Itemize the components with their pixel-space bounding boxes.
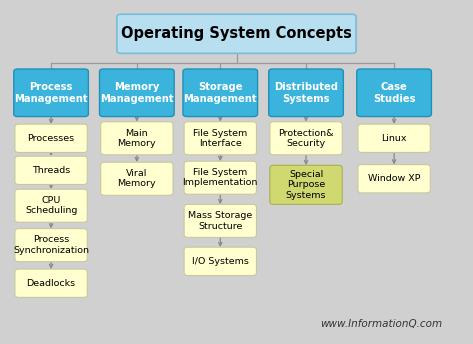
Text: Special
Purpose
Systems: Special Purpose Systems <box>286 170 326 200</box>
Text: Main
Memory: Main Memory <box>117 129 156 148</box>
Text: Distributed
Systems: Distributed Systems <box>274 82 338 104</box>
FancyBboxPatch shape <box>15 269 87 298</box>
Text: File System
Implementation: File System Implementation <box>183 168 258 187</box>
Text: Memory
Management: Memory Management <box>100 82 174 104</box>
FancyBboxPatch shape <box>14 69 88 117</box>
Text: Process
Synchronization: Process Synchronization <box>13 235 89 255</box>
FancyBboxPatch shape <box>183 69 258 117</box>
FancyBboxPatch shape <box>101 122 173 155</box>
Text: Processes: Processes <box>27 134 75 143</box>
FancyBboxPatch shape <box>101 162 173 195</box>
FancyBboxPatch shape <box>358 164 430 193</box>
Text: Linux: Linux <box>381 134 407 143</box>
Text: I/O Systems: I/O Systems <box>192 257 249 266</box>
FancyBboxPatch shape <box>15 156 87 184</box>
Text: Process
Management: Process Management <box>14 82 88 104</box>
FancyBboxPatch shape <box>15 229 87 262</box>
Text: Storage
Management: Storage Management <box>184 82 257 104</box>
FancyBboxPatch shape <box>184 161 256 194</box>
FancyBboxPatch shape <box>15 124 87 152</box>
FancyBboxPatch shape <box>358 124 430 152</box>
Text: Operating System Concepts: Operating System Concepts <box>121 26 352 41</box>
FancyBboxPatch shape <box>15 189 87 222</box>
Text: Case
Studies: Case Studies <box>373 82 415 104</box>
FancyBboxPatch shape <box>269 69 343 117</box>
Text: Mass Storage
Structure: Mass Storage Structure <box>188 211 253 230</box>
Text: Viral
Memory: Viral Memory <box>117 169 156 189</box>
FancyBboxPatch shape <box>357 69 431 117</box>
Text: File System
Interface: File System Interface <box>193 129 247 148</box>
FancyBboxPatch shape <box>270 122 342 155</box>
FancyBboxPatch shape <box>270 165 342 204</box>
FancyBboxPatch shape <box>184 204 256 237</box>
Text: Protection&
Security: Protection& Security <box>278 129 334 148</box>
Text: Threads: Threads <box>32 166 70 175</box>
FancyBboxPatch shape <box>99 69 174 117</box>
FancyBboxPatch shape <box>117 14 356 53</box>
FancyBboxPatch shape <box>184 122 256 155</box>
FancyBboxPatch shape <box>184 247 256 276</box>
Text: CPU
Scheduling: CPU Scheduling <box>25 196 77 215</box>
Text: Deadlocks: Deadlocks <box>26 279 76 288</box>
Text: Window XP: Window XP <box>368 174 420 183</box>
Text: www.InformationQ.com: www.InformationQ.com <box>320 319 442 329</box>
